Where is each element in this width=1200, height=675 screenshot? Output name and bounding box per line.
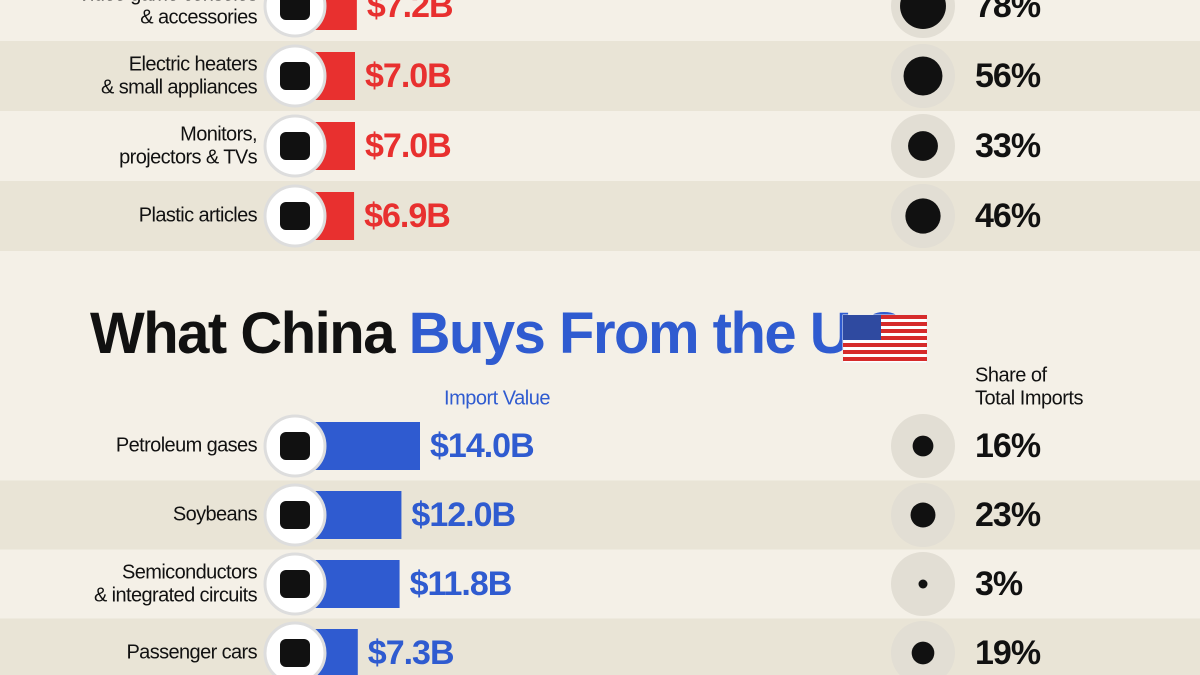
share-dot	[910, 502, 936, 528]
category-label: Passenger cars	[126, 641, 257, 663]
category-label: Video game consoles	[78, 0, 258, 5]
share-dot	[912, 435, 934, 457]
share-label: 46%	[975, 197, 1041, 235]
share-label: 16%	[975, 427, 1041, 465]
share-label: 19%	[975, 634, 1041, 672]
icon	[280, 432, 310, 460]
share-label: 3%	[975, 565, 1023, 603]
category-label: & accessories	[140, 6, 257, 28]
share-label: 23%	[975, 496, 1041, 534]
value-label: $7.0B	[365, 127, 451, 165]
icon	[280, 132, 310, 160]
category-label: Plastic articles	[139, 204, 258, 226]
value-label: $6.9B	[364, 197, 450, 235]
share-header: Total Imports	[975, 387, 1083, 409]
icon	[280, 202, 310, 230]
share-dot	[908, 131, 938, 161]
row-stripe	[0, 480, 1200, 550]
row-stripe	[0, 181, 1200, 251]
value-label: $12.0B	[411, 496, 515, 534]
row-stripe	[0, 618, 1200, 675]
icon	[280, 639, 310, 667]
category-label: & small appliances	[101, 76, 258, 98]
icon	[280, 570, 310, 598]
share-header: Share of	[975, 364, 1048, 386]
category-label: Petroleum gases	[116, 434, 258, 456]
value-label: $14.0B	[430, 427, 534, 465]
value-header: Import Value	[444, 387, 550, 409]
category-label: Monitors,	[180, 123, 257, 145]
category-label: projectors & TVs	[119, 146, 257, 168]
value-label: $7.3B	[368, 634, 454, 672]
row-stripes	[0, 41, 1200, 675]
share-dot	[911, 641, 935, 665]
share-dot	[918, 579, 928, 589]
category-label: Soybeans	[173, 503, 258, 525]
share-dot	[900, 0, 946, 29]
row-stripe	[0, 41, 1200, 111]
category-label: & integrated circuits	[94, 584, 258, 606]
title-part: What China	[90, 301, 396, 366]
us-flag	[842, 314, 928, 364]
value-label: $11.8B	[410, 565, 512, 603]
icon	[280, 62, 310, 90]
value-label: $7.0B	[365, 57, 451, 95]
share-label: 56%	[975, 57, 1041, 95]
share-label: 33%	[975, 127, 1041, 165]
chart-title: What China Buys From the U.S.	[90, 301, 917, 366]
value-label: $7.2B	[367, 0, 453, 25]
icon	[280, 0, 310, 20]
icon	[280, 501, 310, 529]
share-label: 78%	[975, 0, 1041, 25]
category-label: Semiconductors	[122, 561, 258, 583]
share-dot	[905, 198, 941, 234]
title-highlight: Buys From the U.S.	[409, 301, 917, 366]
category-label: Electric heaters	[129, 53, 258, 75]
share-dot	[903, 56, 943, 96]
